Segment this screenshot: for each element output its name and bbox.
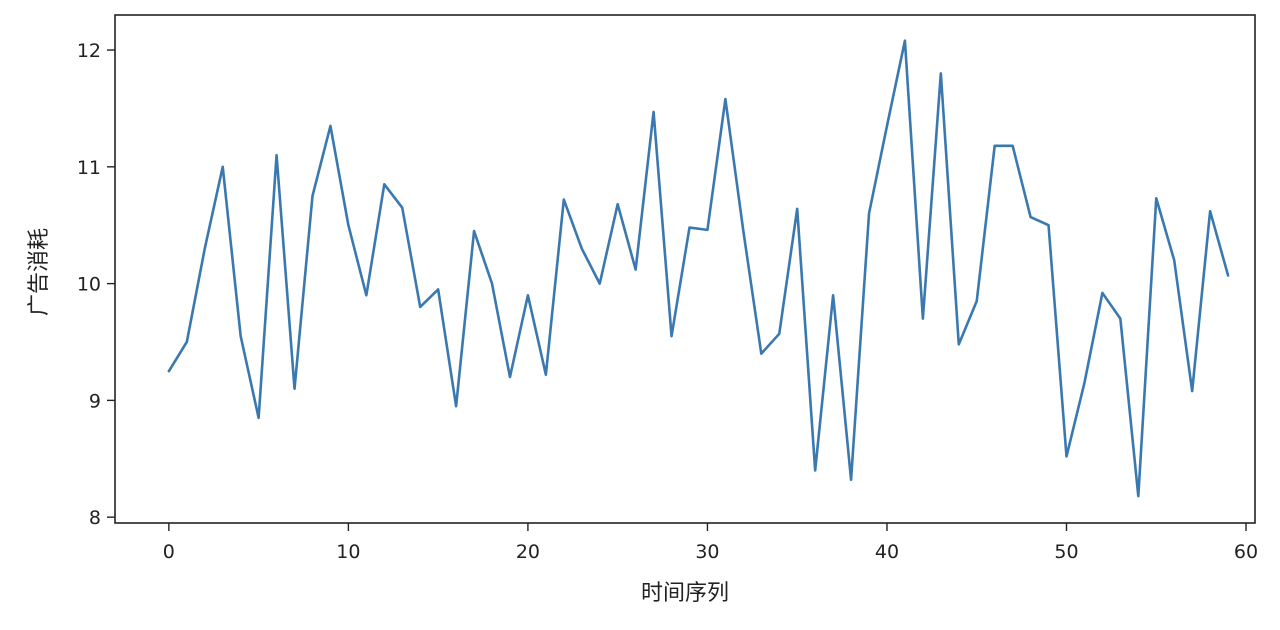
x-tick-label: 40 xyxy=(875,541,899,563)
series-line xyxy=(167,39,1230,498)
y-tick-label: 11 xyxy=(77,157,101,179)
x-axis-label: 时间序列 xyxy=(641,581,729,606)
y-tick-label: 9 xyxy=(89,390,101,412)
x-axis: 0 10 20 30 40 50 60 xyxy=(163,523,1258,563)
x-tick-label: 30 xyxy=(695,541,719,563)
x-tick-label: 10 xyxy=(336,541,360,563)
y-tick-label: 8 xyxy=(89,507,101,529)
x-tick-label: 60 xyxy=(1234,541,1258,563)
x-tick-label: 50 xyxy=(1054,541,1078,563)
y-axis: 8 9 10 11 12 xyxy=(77,40,115,529)
y-tick-label: 12 xyxy=(77,40,101,62)
plot-frame xyxy=(114,14,1256,524)
x-tick-label: 20 xyxy=(516,541,540,563)
y-axis-label: 广告消耗 xyxy=(27,228,52,316)
y-tick-label: 10 xyxy=(77,274,101,296)
x-tick-label: 0 xyxy=(163,541,175,563)
